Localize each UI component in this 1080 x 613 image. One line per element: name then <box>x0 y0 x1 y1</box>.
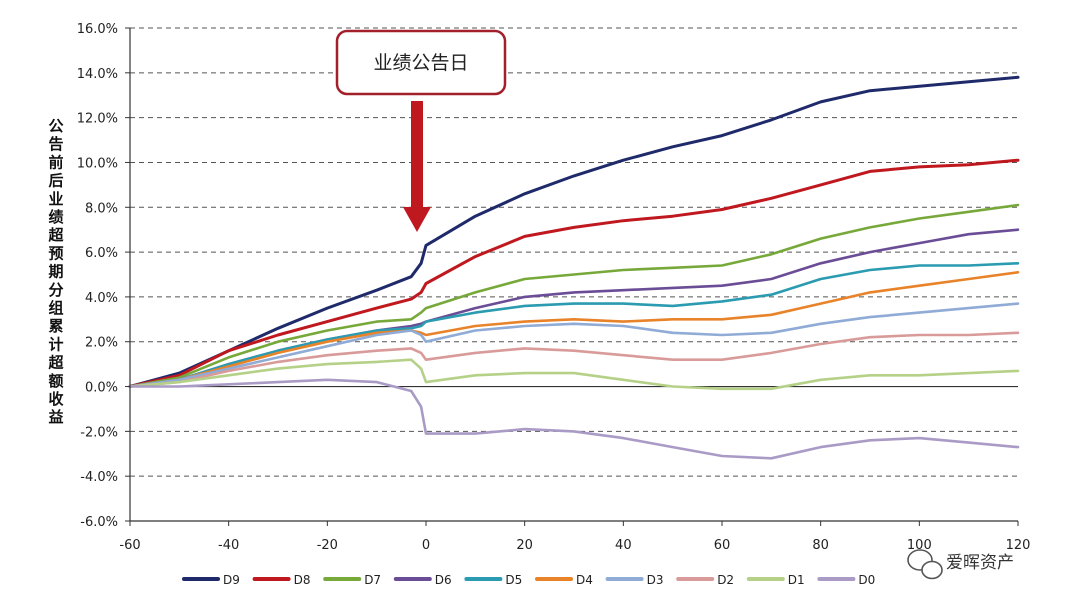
watermark: 爱晖资产 <box>907 549 1014 580</box>
axes <box>125 27 1019 526</box>
legend-item-d4: D4 <box>535 573 593 587</box>
series-line-d7 <box>128 203 1020 388</box>
y-axis-label-char: 后 <box>48 172 63 190</box>
y-axis-label-char: 组 <box>48 299 63 317</box>
y-tick-label: 10.0% <box>77 156 118 171</box>
y-tick-label: -6.0% <box>80 515 118 530</box>
wechat-icon <box>907 549 943 580</box>
annotation-arrow-head <box>403 207 431 232</box>
series-line-d6 <box>128 228 1020 388</box>
x-tick-label: -40 <box>218 538 239 553</box>
y-axis-label-char: 益 <box>48 408 63 426</box>
annotation: 业绩公告日 <box>335 29 507 232</box>
wechat-icon-bubble-small <box>921 560 943 580</box>
legend-label: D3 <box>647 573 664 587</box>
y-tick-label: 4.0% <box>85 291 118 306</box>
legend-item-d8: D8 <box>252 573 311 587</box>
x-tick-label: 20 <box>516 538 533 553</box>
y-axis-label-char: 绩 <box>48 208 63 226</box>
legend-item-d6: D6 <box>393 573 452 587</box>
y-axis-label-char: 预 <box>48 244 63 262</box>
legend-label: D8 <box>294 573 311 587</box>
legend-label: D7 <box>364 573 381 587</box>
x-tick-label: 120 <box>1006 538 1031 553</box>
annotation-label: 业绩公告日 <box>373 52 468 74</box>
y-tick-label: 16.0% <box>77 22 118 37</box>
y-axis-label-char: 超 <box>47 354 64 372</box>
y-axis-label-char: 前 <box>48 153 63 171</box>
x-tick-label: 40 <box>615 538 632 553</box>
legend-label: D2 <box>717 573 734 587</box>
legend-label: D4 <box>576 573 593 587</box>
series-line-d0 <box>128 378 1020 460</box>
y-axis-label-char: 超 <box>47 226 64 244</box>
grid <box>130 27 1018 477</box>
wechat-icon-bubble-large <box>907 549 933 571</box>
y-axis-label-char: 计 <box>48 335 63 353</box>
series-line-d5 <box>128 262 1020 388</box>
x-tick-label: -20 <box>317 538 338 553</box>
x-tick-label: 80 <box>812 538 829 553</box>
y-tick-label: 12.0% <box>77 112 118 127</box>
y-tick-label: 6.0% <box>85 246 118 261</box>
x-tick-label: 60 <box>714 538 731 553</box>
series-line-d2 <box>128 331 1020 388</box>
series-line-d8 <box>128 158 1020 388</box>
x-tick-labels: -60 -40 -20 0 20 40 60 80 100 120 <box>119 538 1030 553</box>
series-line-d9 <box>128 75 1020 388</box>
legend-label: D5 <box>505 573 522 587</box>
legend-item-d0: D0 <box>817 573 875 587</box>
y-axis-label-char: 告 <box>48 135 63 153</box>
y-axis-label-char: 公 <box>48 117 63 135</box>
x-tick-label: 0 <box>422 538 430 553</box>
y-axis-label-char: 业 <box>48 190 63 208</box>
legend-item-d3: D3 <box>605 573 664 587</box>
series-line-d1 <box>128 358 1020 391</box>
y-tick-labels: -6.0% -4.0% -2.0% 0.0% 2.0% 4.0% 6.0% 8.0% 10.0%… <box>77 22 118 530</box>
y-axis-label-char: 额 <box>48 372 63 390</box>
legend-item-d9: D9 <box>182 573 240 587</box>
legend-item-d1: D1 <box>746 573 805 587</box>
x-tick-label: -60 <box>119 538 140 553</box>
y-tick-label: 8.0% <box>85 201 118 216</box>
y-tick-label: -2.0% <box>80 425 118 440</box>
y-tick-label: 2.0% <box>85 336 118 351</box>
legend-label: D1 <box>788 573 805 587</box>
legend-label: D0 <box>858 573 875 587</box>
annotation-box <box>335 29 507 96</box>
y-tick-label: 0.0% <box>85 381 118 396</box>
y-axis-label-char: 期 <box>48 263 63 281</box>
series-group <box>128 75 1020 460</box>
series-line-d3 <box>128 302 1020 388</box>
legend-item-d5: D5 <box>464 573 522 587</box>
legend-label: D6 <box>435 573 452 587</box>
watermark-text: 爱晖资产 <box>946 553 1014 573</box>
y-tick-label: -4.0% <box>80 470 118 485</box>
x-tick-label: 100 <box>907 538 932 553</box>
series-line-d4 <box>128 271 1020 388</box>
legend-label: D9 <box>223 573 240 587</box>
y-axis-label-char: 分 <box>48 281 63 299</box>
legend-item-d2: D2 <box>676 573 734 587</box>
annotation-arrow-shaft <box>411 101 423 209</box>
legend: D9 D8 D7 D6 D5 D4 D3 D2 D1 D0 <box>182 573 875 587</box>
y-axis-label-char: 累 <box>48 317 63 335</box>
legend-item-d7: D7 <box>323 573 381 587</box>
y-axis-label-char: 收 <box>48 390 63 408</box>
y-tick-label: 14.0% <box>77 67 118 82</box>
